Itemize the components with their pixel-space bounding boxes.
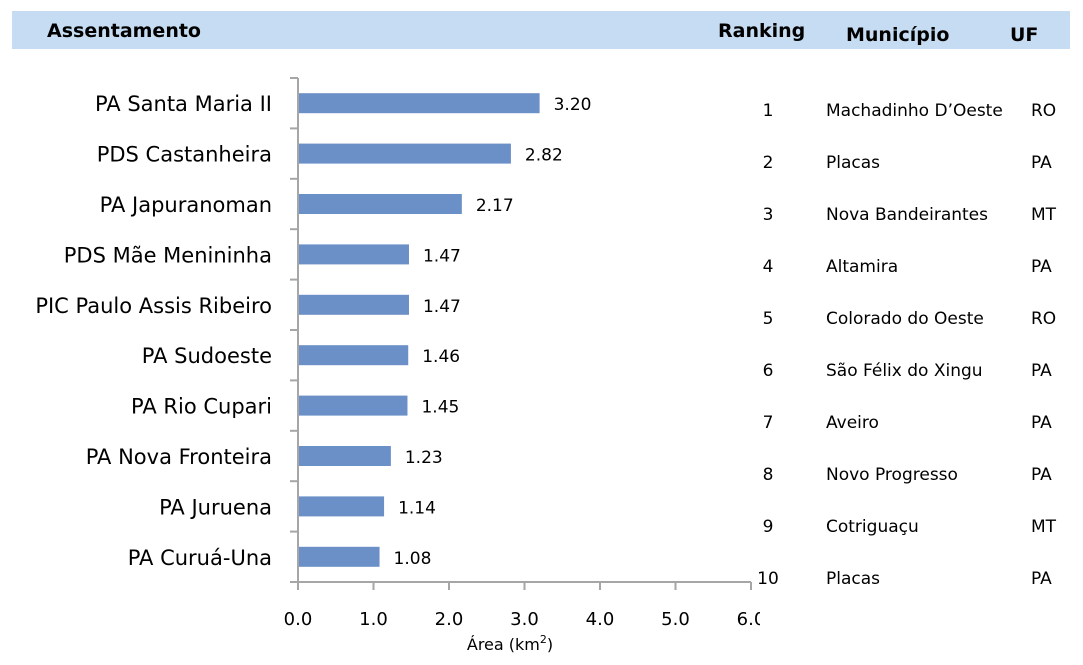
x-tick-label: 2.0 (435, 609, 464, 630)
table-cell-rank: 8 (762, 465, 774, 485)
bar (298, 143, 511, 164)
category-label: PA Rio Cupari (131, 395, 272, 419)
table-cell-uf: RO (1031, 101, 1057, 121)
x-tick-label: 3.0 (510, 609, 539, 630)
bar-value-label: 2.82 (525, 146, 563, 166)
table-cell-municipio: Nova Bandeirantes (826, 205, 988, 225)
table-cell-rank: 1 (762, 101, 774, 121)
bar-chart: 3.20 PA Santa Maria II 2.82 PDS Castanheira… (35, 77, 760, 654)
table-cell-municipio: Altamira (826, 257, 899, 277)
category-label: PA Juruena (159, 495, 272, 519)
header-assentamento: Assentamento (47, 20, 201, 42)
table-cell-rank: 6 (762, 361, 774, 381)
x-tick-label: 4.0 (586, 609, 615, 630)
bar (298, 294, 409, 315)
x-tick-label: 5.0 (661, 609, 690, 630)
category-label: PIC Paulo Assis Ribeiro (35, 294, 272, 318)
category-label: PDS Mãe Menininha (64, 243, 272, 267)
table-cell-rank: 7 (762, 413, 774, 433)
header-municipio: Município (846, 24, 950, 46)
x-tick-label: 6.0 (737, 609, 760, 630)
x-axis-label-text: Área (km (467, 635, 540, 654)
x-tick-label: 1.0 (359, 609, 388, 630)
header-band (12, 11, 1070, 49)
table-cell-rank: 9 (762, 517, 774, 537)
bar-value-label: 1.47 (423, 297, 461, 317)
category-label: PA Sudoeste (142, 344, 272, 368)
bar (298, 93, 540, 114)
x-axis-label-end: ) (547, 635, 553, 654)
table-cell-uf: PA (1031, 465, 1052, 485)
x-tick-label: 0.0 (284, 609, 313, 630)
table-cell-uf: PA (1031, 257, 1052, 277)
x-axis-label: Área (km2) (467, 633, 553, 654)
table-cell-municipio: Aveiro (826, 413, 879, 433)
category-label: PDS Castanheira (97, 143, 272, 167)
bar-value-label: 2.17 (476, 196, 514, 216)
category-label: PA Santa Maria II (95, 92, 272, 116)
table-cell-rank: 4 (762, 257, 774, 277)
bar (298, 345, 409, 366)
table-cell-municipio: Colorado do Oeste (826, 309, 984, 329)
bar-value-label: 1.46 (422, 347, 460, 367)
bar (298, 546, 380, 567)
table-cell-uf: PA (1031, 413, 1052, 433)
x-axis-label-superscript: 2 (540, 633, 547, 646)
category-label: PA Nova Fronteira (86, 445, 272, 469)
bar-value-label: 1.08 (394, 549, 432, 569)
table-cell-rank: 2 (762, 153, 774, 173)
bar (298, 194, 462, 214)
bar (298, 395, 408, 416)
header-ranking: Ranking (718, 20, 806, 42)
category-label: PA Curuá-Una (128, 546, 272, 570)
table-cell-rank: 3 (762, 205, 774, 225)
table-cell-rank: 10 (757, 569, 779, 589)
table-cell-uf: PA (1031, 153, 1052, 173)
table-cell-municipio: Placas (826, 153, 881, 173)
table-cell-uf: RO (1031, 309, 1057, 329)
table-cell-rank: 5 (762, 309, 774, 329)
bar (298, 496, 385, 517)
bar-value-label: 3.20 (554, 95, 592, 115)
bar (298, 244, 409, 265)
bar-value-label: 1.23 (405, 448, 443, 468)
table-cell-uf: PA (1031, 361, 1052, 381)
table-cell-uf: MT (1031, 517, 1057, 537)
table-cell-municipio: Novo Progresso (826, 465, 958, 485)
table-cell-uf: PA (1031, 569, 1052, 589)
table-cell-municipio: São Félix do Xingu (826, 361, 983, 381)
table-cell-municipio: Machadinho D’Oeste (826, 101, 1003, 121)
bar (298, 446, 391, 466)
header-uf: UF (1010, 24, 1039, 46)
bar-value-label: 1.14 (398, 498, 436, 518)
bar-value-label: 1.47 (423, 246, 461, 266)
category-label: PA Japuranoman (100, 193, 272, 217)
table-cell-municipio: Cotriguaçu (826, 517, 919, 537)
table-cell-municipio: Placas (826, 569, 881, 589)
table-cell-uf: MT (1031, 205, 1057, 225)
bar-value-label: 1.45 (421, 398, 459, 418)
